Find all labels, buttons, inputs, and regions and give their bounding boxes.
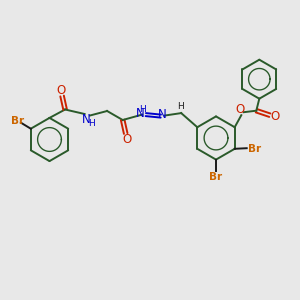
Text: Br: Br: [248, 144, 261, 154]
Text: Br: Br: [209, 172, 223, 182]
Text: Br: Br: [11, 116, 24, 126]
Text: O: O: [57, 83, 66, 97]
Text: O: O: [235, 103, 244, 116]
Text: H: H: [140, 105, 146, 114]
Text: O: O: [271, 110, 280, 123]
Text: H: H: [88, 119, 94, 128]
Text: N: N: [158, 108, 167, 121]
Text: O: O: [122, 133, 131, 146]
Text: H: H: [177, 102, 184, 111]
Text: N: N: [136, 107, 145, 120]
Text: N: N: [82, 113, 91, 126]
